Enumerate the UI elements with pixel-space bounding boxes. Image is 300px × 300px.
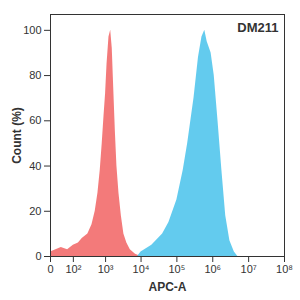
svg-text:10²: 10²: [65, 263, 81, 275]
svg-text:0: 0: [35, 250, 41, 262]
svg-text:20: 20: [29, 205, 41, 217]
svg-text:0: 0: [47, 263, 53, 275]
svg-text:10⁶: 10⁶: [204, 263, 221, 275]
svg-text:10³: 10³: [98, 263, 114, 275]
svg-text:DM211: DM211: [237, 20, 278, 35]
svg-text:10⁷: 10⁷: [241, 263, 257, 275]
svg-text:10⁵: 10⁵: [168, 263, 185, 275]
svg-text:80: 80: [29, 69, 41, 81]
svg-text:40: 40: [29, 160, 41, 172]
svg-text:100: 100: [23, 24, 41, 36]
svg-text:Count (%): Count (%): [10, 107, 24, 164]
svg-text:10⁴: 10⁴: [133, 263, 150, 275]
svg-text:60: 60: [29, 114, 41, 126]
svg-text:APC-A: APC-A: [149, 280, 187, 294]
svg-text:10⁸: 10⁸: [276, 263, 293, 275]
